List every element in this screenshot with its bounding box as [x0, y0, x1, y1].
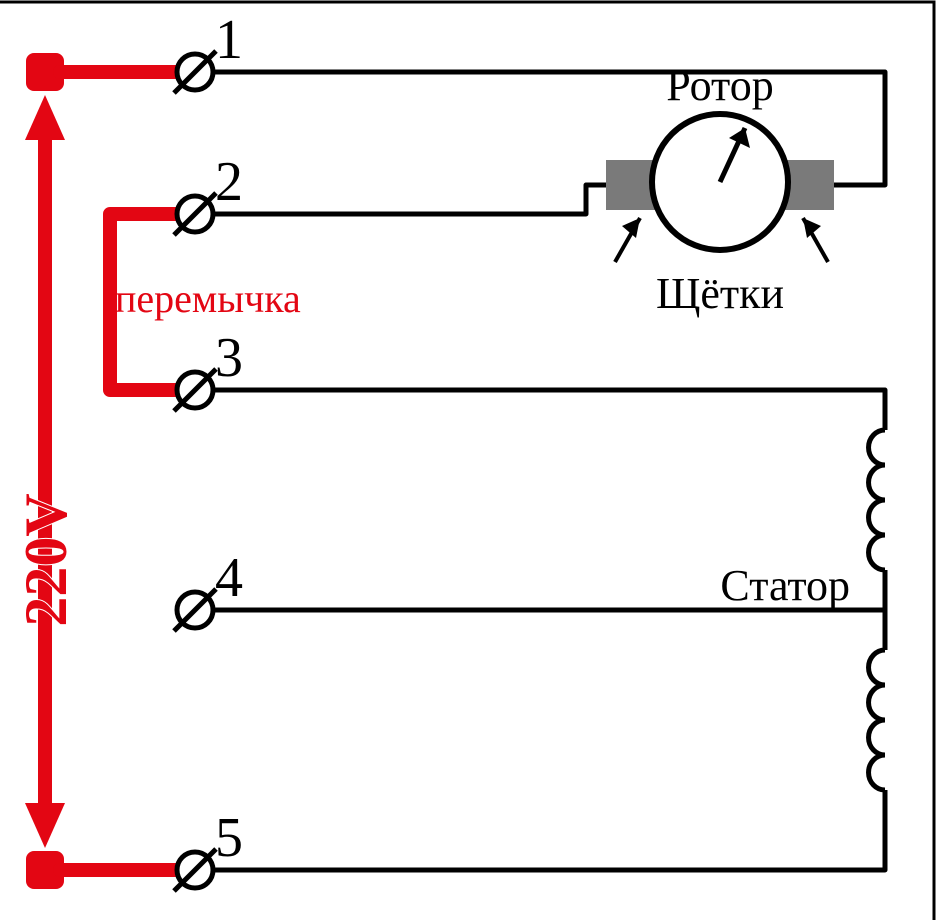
terminal-2-label: 2	[215, 151, 243, 213]
terminal-3	[174, 369, 216, 411]
terminal-1-label: 1	[215, 9, 243, 71]
terminals	[174, 51, 216, 891]
terminal-1	[174, 51, 216, 93]
terminal-5-label: 5	[215, 807, 243, 869]
stator-label: Статор	[720, 561, 850, 610]
terminal-3-label: 3	[215, 327, 243, 389]
terminal-5	[174, 849, 216, 891]
supply-arrow-down	[25, 803, 65, 848]
jumper-label: перемычка	[115, 276, 301, 321]
wire-t2-to-rotor	[213, 185, 607, 214]
rotor-label: Ротор	[666, 61, 773, 110]
voltage-label: 220V	[13, 493, 79, 626]
frame-edge	[0, 2, 934, 920]
brushes-label: Щётки	[656, 269, 784, 318]
supply-arrow-up	[25, 95, 65, 140]
wire-stator-bot-to-t5	[213, 790, 885, 870]
terminal-4	[174, 589, 216, 631]
stator-coil-top	[869, 430, 885, 570]
terminal-2	[174, 193, 216, 235]
wire-t3-to-stator-top	[213, 390, 885, 430]
stator-coil-bottom	[869, 650, 885, 790]
terminal-4-label: 4	[215, 547, 243, 609]
motor-wiring-diagram: 220V перемычка	[0, 0, 936, 920]
